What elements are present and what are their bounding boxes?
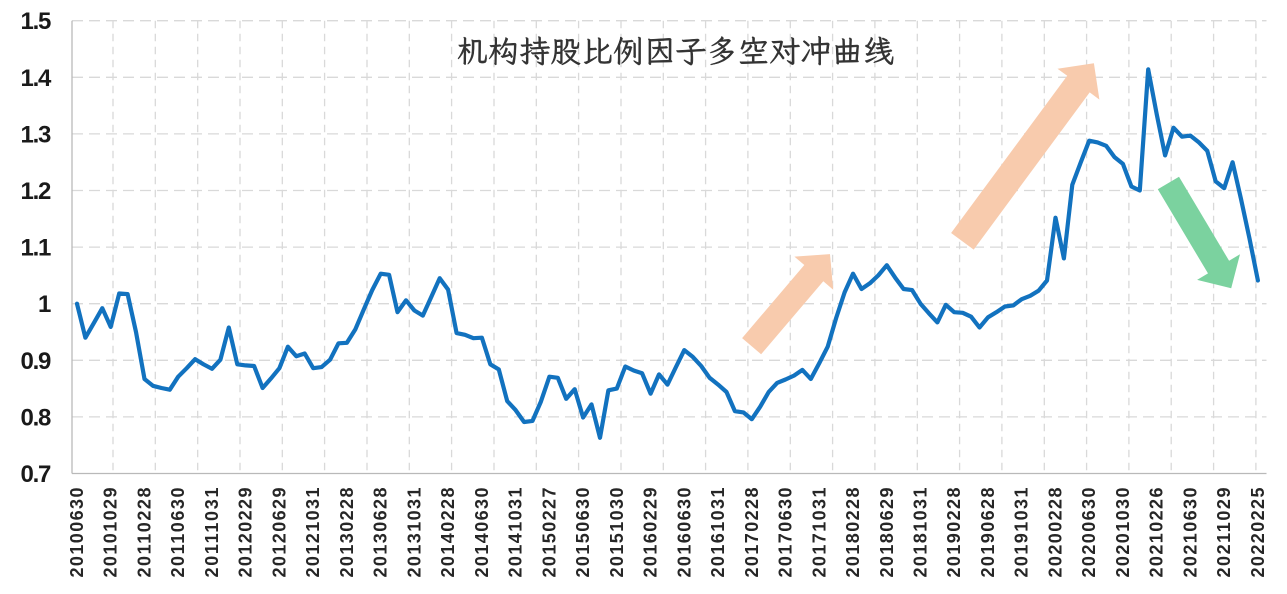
svg-text:20170228: 20170228 (742, 488, 762, 578)
svg-text:1.4: 1.4 (21, 65, 52, 92)
svg-text:0.8: 0.8 (21, 404, 51, 431)
svg-text:20110630: 20110630 (168, 488, 188, 578)
svg-text:20110228: 20110228 (135, 488, 155, 578)
svg-text:20201030: 20201030 (1113, 488, 1133, 578)
svg-text:20130628: 20130628 (371, 488, 391, 578)
svg-text:20130228: 20130228 (337, 488, 357, 578)
svg-text:1.5: 1.5 (21, 8, 51, 35)
svg-text:20190628: 20190628 (978, 488, 998, 578)
svg-text:20111031: 20111031 (202, 488, 222, 578)
svg-text:1.2: 1.2 (21, 178, 51, 205)
svg-text:20121031: 20121031 (303, 488, 323, 578)
svg-text:20210630: 20210630 (1180, 488, 1200, 578)
svg-text:20140630: 20140630 (472, 488, 492, 578)
svg-text:20210226: 20210226 (1147, 488, 1167, 578)
svg-text:20200630: 20200630 (1079, 488, 1099, 578)
svg-text:0.9: 0.9 (21, 348, 51, 375)
svg-text:0.7: 0.7 (21, 461, 51, 488)
svg-text:20120629: 20120629 (269, 488, 289, 578)
svg-text:20160229: 20160229 (641, 488, 661, 578)
svg-text:20191031: 20191031 (1012, 488, 1032, 578)
svg-text:20141031: 20141031 (506, 488, 526, 578)
svg-text:20150630: 20150630 (573, 488, 593, 578)
svg-text:1: 1 (38, 291, 51, 318)
svg-text:20200228: 20200228 (1046, 488, 1066, 578)
svg-text:20181031: 20181031 (911, 488, 931, 578)
svg-text:1.1: 1.1 (21, 235, 51, 262)
svg-text:20101029: 20101029 (101, 488, 121, 578)
svg-text:20180228: 20180228 (843, 488, 863, 578)
svg-text:20190228: 20190228 (944, 488, 964, 578)
svg-text:20220225: 20220225 (1248, 488, 1268, 578)
svg-text:20150227: 20150227 (539, 488, 559, 578)
svg-text:20180629: 20180629 (877, 488, 897, 578)
svg-text:20140228: 20140228 (438, 488, 458, 578)
svg-text:20151030: 20151030 (607, 488, 627, 578)
svg-text:20161031: 20161031 (708, 488, 728, 578)
svg-text:20171031: 20171031 (809, 488, 829, 578)
svg-text:20120229: 20120229 (236, 488, 256, 578)
svg-text:20100630: 20100630 (67, 488, 87, 578)
svg-text:20170630: 20170630 (776, 488, 796, 578)
svg-text:20131031: 20131031 (404, 488, 424, 578)
svg-text:20211029: 20211029 (1214, 488, 1234, 578)
svg-text:1.3: 1.3 (21, 121, 51, 148)
svg-text:20160630: 20160630 (674, 488, 694, 578)
